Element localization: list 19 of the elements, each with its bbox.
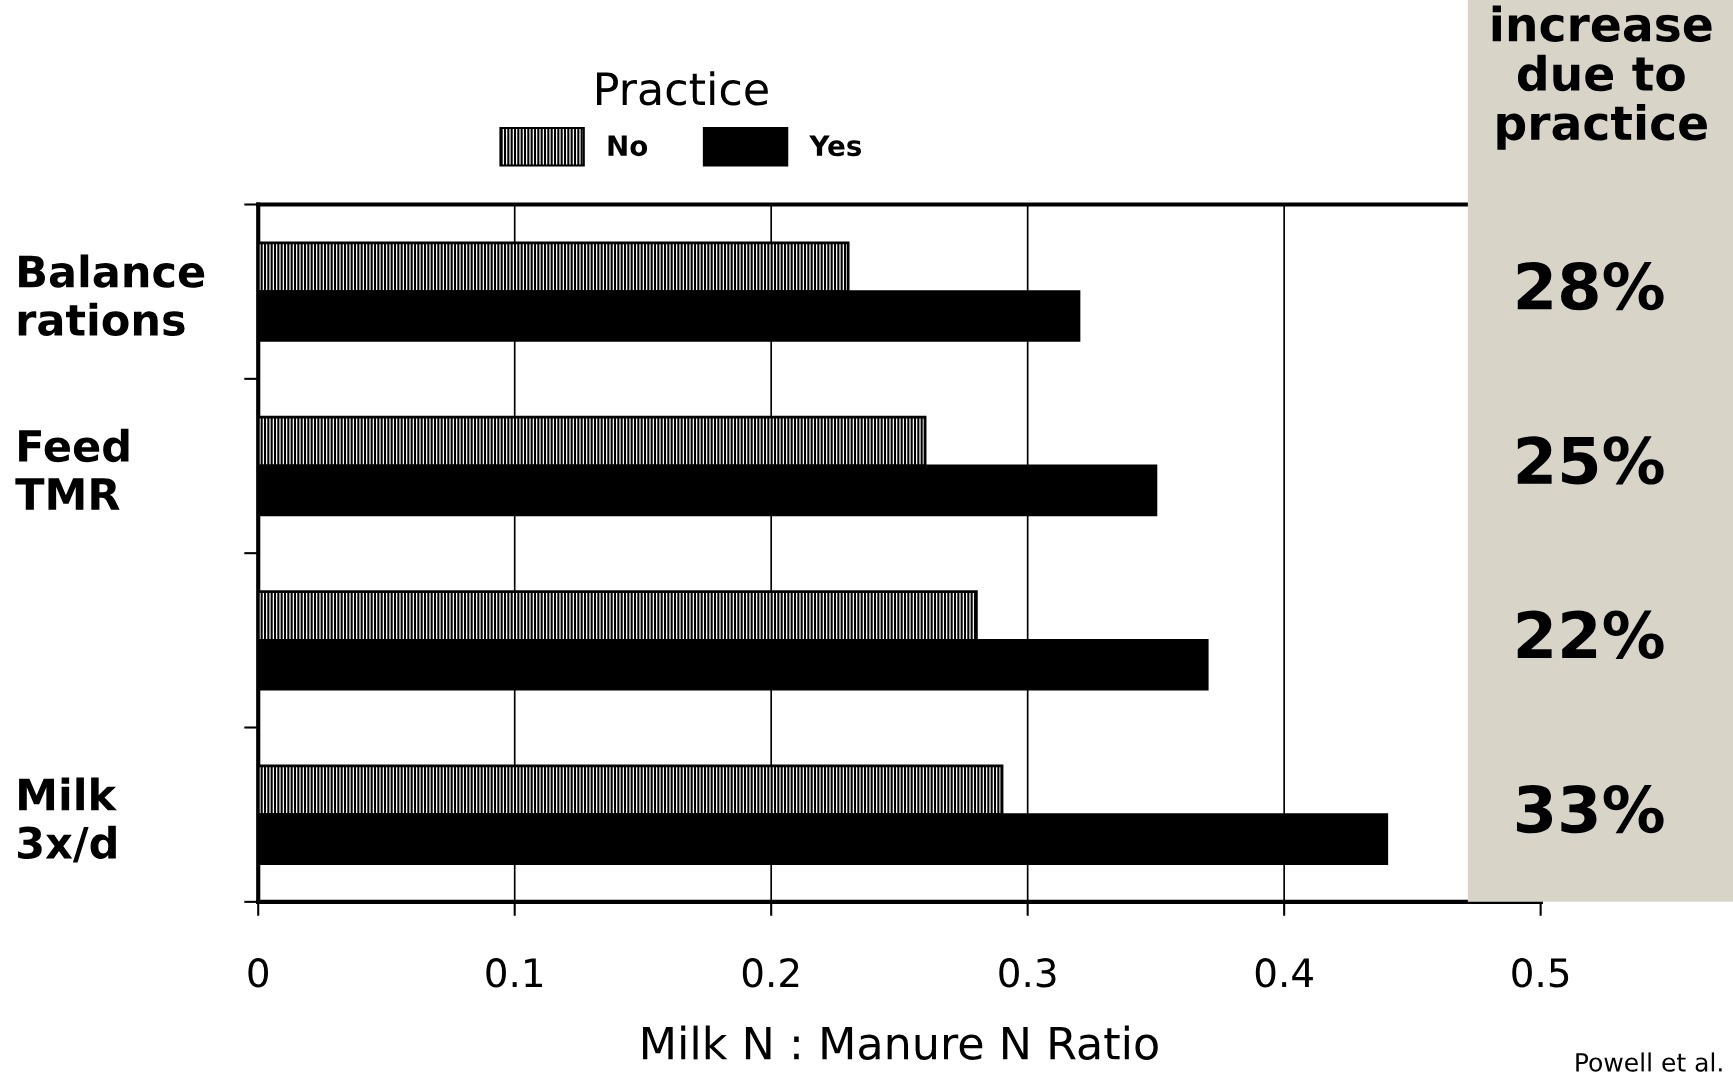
x-tick-label: 0 <box>248 958 269 988</box>
text: increase due to practice <box>1492 5 1712 150</box>
legend-label: Yes <box>809 135 862 157</box>
x-tick-label: 0.4 <box>1255 958 1313 988</box>
y-tick-label: Balance rations <box>18 254 205 337</box>
x-tick-label: 0.1 <box>486 958 543 988</box>
annotation: 28% <box>1517 261 1664 311</box>
x-axis-title: Milk N : Manure N Ratio <box>643 1025 1158 1060</box>
legend-title: Practice <box>597 71 768 106</box>
y-tick-label: Feed TMR <box>15 428 129 510</box>
x-tick-label: 0.3 <box>999 958 1056 988</box>
y-tick-label: Milk 3x/d <box>18 777 117 863</box>
annotation: 33% <box>1516 784 1664 834</box>
text: Powell et al. <box>1576 1052 1722 1072</box>
x-tick-label: 0.5 <box>1512 958 1569 988</box>
annotation: 25% <box>1517 436 1664 485</box>
annotation: 22% <box>1517 610 1664 659</box>
legend-label: No <box>608 135 648 157</box>
x-tick-label: 0.2 <box>742 958 799 988</box>
